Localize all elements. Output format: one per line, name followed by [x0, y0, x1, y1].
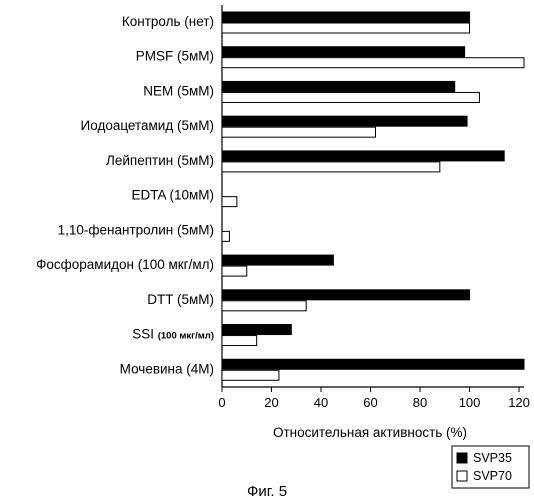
x-tick-label-100: 100 — [459, 395, 481, 410]
x-tick-label-40: 40 — [314, 395, 328, 410]
bar-svp70-2 — [222, 92, 479, 102]
bar-svp70-1 — [222, 58, 524, 68]
category-label-7: Фосфорамидон (100 мкг/мл) — [36, 257, 214, 272]
category-label-0: Контроль (нет) — [122, 14, 214, 29]
legend-label-svp70: SVP70 — [473, 469, 512, 483]
bar-svp70-9 — [222, 336, 257, 346]
legend-label-svp35: SVP35 — [473, 451, 512, 465]
bars-group — [222, 12, 524, 380]
bar-svp70-3 — [222, 127, 375, 137]
bar-svp35-7 — [222, 255, 333, 265]
legend: SVP35 SVP70 — [452, 446, 529, 488]
bar-svp35-10 — [222, 359, 524, 369]
x-tick-label-60: 60 — [363, 395, 377, 410]
x-tick-label-80: 80 — [413, 395, 427, 410]
x-tick-label-120: 120 — [508, 395, 530, 410]
bar-svp35-4 — [222, 151, 504, 161]
bar-svp70-0 — [222, 23, 470, 33]
category-label-3: Иодоацетамид (5мМ) — [81, 118, 214, 133]
x-tick-label-0: 0 — [218, 395, 225, 410]
category-label-4: Лейпептин (5мМ) — [106, 153, 214, 168]
bar-svp70-10 — [222, 370, 279, 380]
legend-swatch-svp35 — [457, 453, 467, 463]
bar-svp70-8 — [222, 301, 306, 311]
x-axis-title: Относительная активность (%) — [273, 425, 467, 440]
bar-svp35-0 — [222, 12, 470, 22]
bar-svp70-5 — [222, 197, 237, 207]
bar-svp35-2 — [222, 81, 455, 91]
category-label-2: NEM (5мМ) — [143, 83, 214, 98]
bar-svp70-7 — [222, 266, 247, 276]
bar-svp70-6 — [222, 231, 229, 241]
category-label-5: EDTA (10мМ) — [131, 188, 214, 203]
bar-svp35-9 — [222, 325, 291, 335]
category-label-10: Мочевина (4М) — [120, 361, 214, 376]
bar-svp35-1 — [222, 47, 465, 57]
category-labels: Контроль (нет) PMSF (5мМ) NEM (5мМ) Иодоаце… — [36, 14, 214, 376]
bar-svp35-8 — [222, 290, 470, 300]
bar-svp35-3 — [222, 116, 467, 126]
category-label-8: DTT (5мМ) — [147, 292, 214, 307]
x-axis-ticks: 0 20 40 60 80 100 120 — [218, 387, 530, 410]
category-label-9: SSI (100 мкг/мл) — [132, 327, 214, 342]
bar-svp70-4 — [222, 162, 440, 172]
category-label-6: 1,10-фенантролин (5мМ) — [58, 222, 214, 237]
x-tick-label-20: 20 — [264, 395, 278, 410]
figure-caption: Фиг. 5 — [247, 483, 287, 500]
legend-swatch-svp70 — [457, 471, 467, 481]
category-label-1: PMSF (5мМ) — [136, 49, 214, 64]
